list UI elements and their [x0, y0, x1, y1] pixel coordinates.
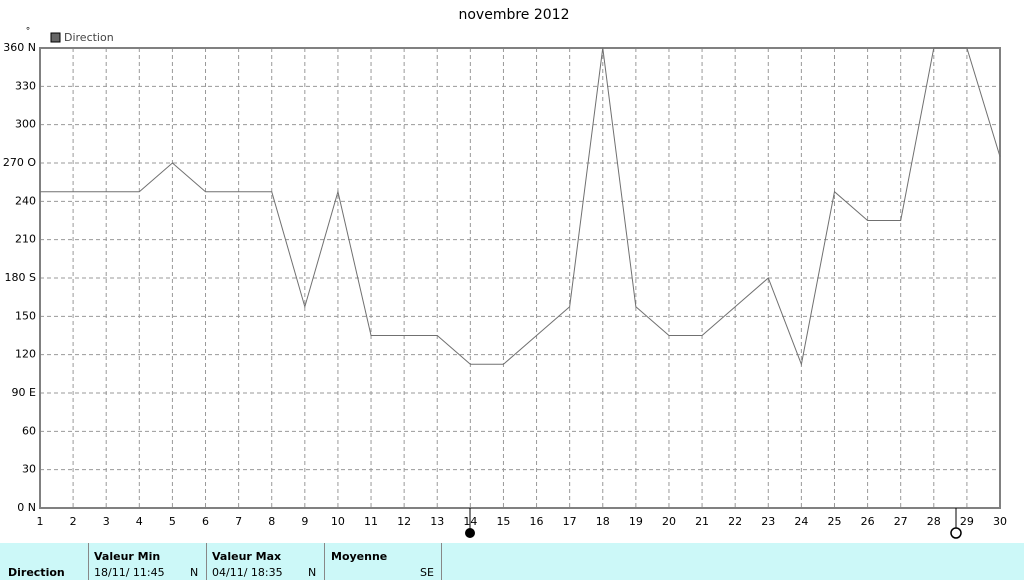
- cell: N: [308, 566, 317, 579]
- y-unit: °: [26, 27, 31, 37]
- y-tick-label: 30: [22, 463, 36, 476]
- x-tick-label: 2: [70, 515, 77, 528]
- x-tick-label: 25: [827, 515, 841, 528]
- moon-full: [950, 527, 962, 539]
- x-tick-label: 7: [235, 515, 242, 528]
- y-tick-label: 90 E: [12, 386, 36, 399]
- y-tick-label: 300: [15, 118, 36, 131]
- x-tick-label: 15: [496, 515, 510, 528]
- x-tick-label: 6: [202, 515, 209, 528]
- separator: [88, 543, 89, 580]
- x-tick-label: 11: [364, 515, 378, 528]
- cell: N: [190, 566, 199, 579]
- row-label: Direction: [8, 566, 65, 579]
- y-tick-label: 120: [15, 348, 36, 361]
- col-header: Valeur Min: [94, 550, 161, 563]
- x-tick-label: 4: [136, 515, 143, 528]
- cell: 04/11/ 18:35: [212, 566, 283, 579]
- plot-frame: [39, 47, 1001, 509]
- cell: SE: [420, 566, 434, 579]
- x-tick-label: 5: [169, 515, 176, 528]
- x-tick-label: 23: [761, 515, 775, 528]
- x-tick-label: 21: [695, 515, 709, 528]
- x-tick-label: 30: [993, 515, 1007, 528]
- chart-title: novembre 2012: [458, 7, 569, 23]
- x-tick-label: 22: [728, 515, 742, 528]
- data-line: [40, 47, 1001, 367]
- y-tick-label: 330: [15, 79, 36, 92]
- y-tick-label: 240: [15, 194, 36, 207]
- x-tick-label: 17: [563, 515, 577, 528]
- y-tick-label: 360 N: [3, 41, 36, 54]
- x-tick-label: 10: [331, 515, 345, 528]
- x-tick-label: 26: [861, 515, 875, 528]
- x-tick-label: 3: [103, 515, 110, 528]
- x-tick-label: 28: [927, 515, 941, 528]
- x-tick-label: 16: [530, 515, 544, 528]
- x-tick-label: 19: [629, 515, 643, 528]
- col-header: Valeur Max: [212, 550, 282, 563]
- y-tick-label: 0 N: [17, 501, 36, 514]
- col-header: Moyenne: [331, 550, 388, 563]
- x-tick-label: 24: [794, 515, 808, 528]
- separator: [206, 543, 207, 580]
- y-tick-label: 180 S: [5, 271, 36, 284]
- x-tick-label: 20: [662, 515, 676, 528]
- x-tick-label: 8: [268, 515, 275, 528]
- x-tick-label: 12: [397, 515, 411, 528]
- y-tick-label: 270 O: [3, 156, 36, 169]
- x-tick-label: 13: [430, 515, 444, 528]
- x-tick-label: 1: [37, 515, 44, 528]
- separator: [441, 543, 442, 580]
- x-tick-label: 9: [301, 515, 308, 528]
- x-tick-label: 29: [960, 515, 974, 528]
- x-tick-label: 27: [894, 515, 908, 528]
- y-tick-label: 150: [15, 309, 36, 322]
- legend-label: Direction: [64, 31, 114, 44]
- separator: [324, 543, 325, 580]
- legend-swatch: [50, 32, 61, 43]
- y-tick-label: 60: [22, 424, 36, 437]
- cell: 18/11/ 11:45: [94, 566, 165, 579]
- y-tick-label: 210: [15, 233, 36, 246]
- x-tick-label: 18: [596, 515, 610, 528]
- summary-table: Direction Valeur Min 18/11/ 11:45 N Vale…: [0, 543, 1024, 580]
